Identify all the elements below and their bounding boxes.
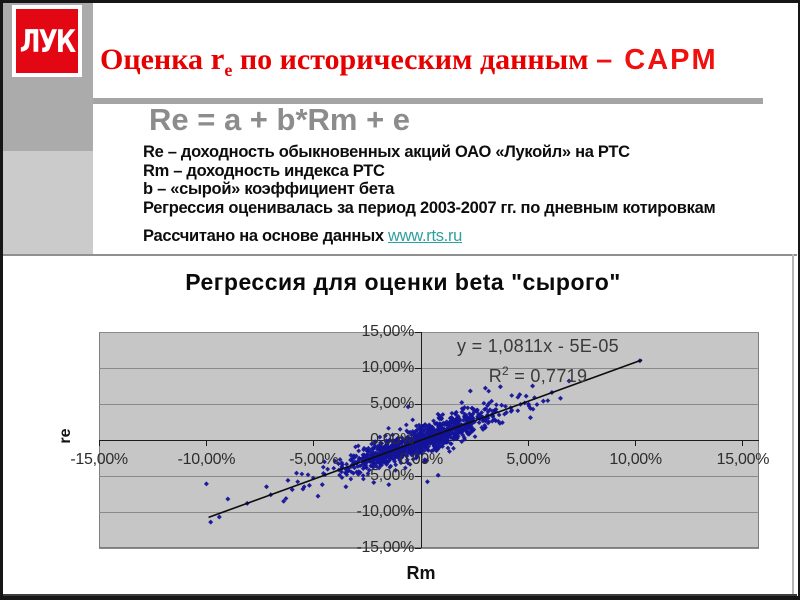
regression-equation: y = 1,0811x - 5E-05 R2 = 0,7719 — [418, 334, 658, 389]
notes-block: Re – доходность обыкновенных акций ОАО «… — [143, 143, 798, 217]
x-axis-title: Rm — [406, 563, 436, 583]
rts-link[interactable]: www.rts.ru — [388, 227, 463, 245]
source-text: Рассчитано на основе данных — [143, 227, 389, 245]
y-tick-label: -15,00% — [356, 539, 415, 556]
y-tick-label: 15,00% — [361, 323, 415, 340]
r-squared-line: R2 = 0,7719 — [488, 364, 588, 386]
y-tick--15 — [415, 547, 421, 549]
title-r-symbol: r — [210, 41, 225, 76]
title-r-subscript: e — [224, 60, 233, 80]
y-tick-label: 10,00% — [361, 359, 415, 376]
content-right-edge — [792, 254, 794, 595]
y-tick-label: -10,00% — [356, 503, 415, 520]
scatter-canvas — [99, 332, 759, 548]
content-divider — [3, 254, 797, 256]
gridline--15 — [99, 547, 759, 549]
title-underline — [93, 98, 763, 104]
source-line: Рассчитано на основе данных www.rts.ru — [143, 227, 462, 246]
lukoil-logo-icon: ЛУК — [19, 22, 77, 60]
title-capm: – CAPM — [596, 44, 718, 76]
lukoil-logo-red-square: ЛУК — [16, 9, 78, 73]
equation-line: y = 1,0811x - 5E-05 — [457, 336, 619, 356]
x-tick-label: 0,00% — [399, 451, 443, 468]
x-tick-label: -15,00% — [70, 451, 128, 468]
sidebar-light-band — [3, 151, 93, 254]
x-tick-label: 15,00% — [716, 451, 770, 468]
note-line-rm: Rm – доходность индекса РТС — [143, 161, 385, 180]
chart-title: Регрессия для оценки beta "сырого" — [185, 269, 621, 295]
title-word: Оценка — [100, 43, 211, 76]
x-tick-label: -10,00% — [177, 451, 236, 468]
x-tick-label: 5,00% — [506, 451, 551, 468]
y-tick-label: 0,00% — [370, 431, 414, 448]
page-title: Оценка re по историческим данным – CAPM — [100, 41, 790, 81]
chart-box-bottom-rule — [3, 594, 797, 596]
slide-bottom-border — [3, 596, 798, 597]
note-line-b: b – «сырой» коэффициент бета — [143, 180, 395, 198]
formula-heading: Re = a + b*Rm + e — [149, 102, 411, 137]
y-tick-label: -5,00% — [365, 467, 414, 484]
x-tick-label: -5,00% — [289, 451, 339, 468]
x-tick-label: 10,00% — [609, 451, 662, 468]
note-line-re: Re – доходность обыкновенных акций ОАО «… — [143, 143, 630, 161]
note-line-regression: Регрессия оценивалась за период 2003-200… — [143, 198, 716, 217]
lukoil-logo: ЛУК — [12, 5, 82, 77]
title-rest: по историческим данным — [232, 43, 597, 76]
y-tick-label: 5,00% — [370, 395, 414, 412]
